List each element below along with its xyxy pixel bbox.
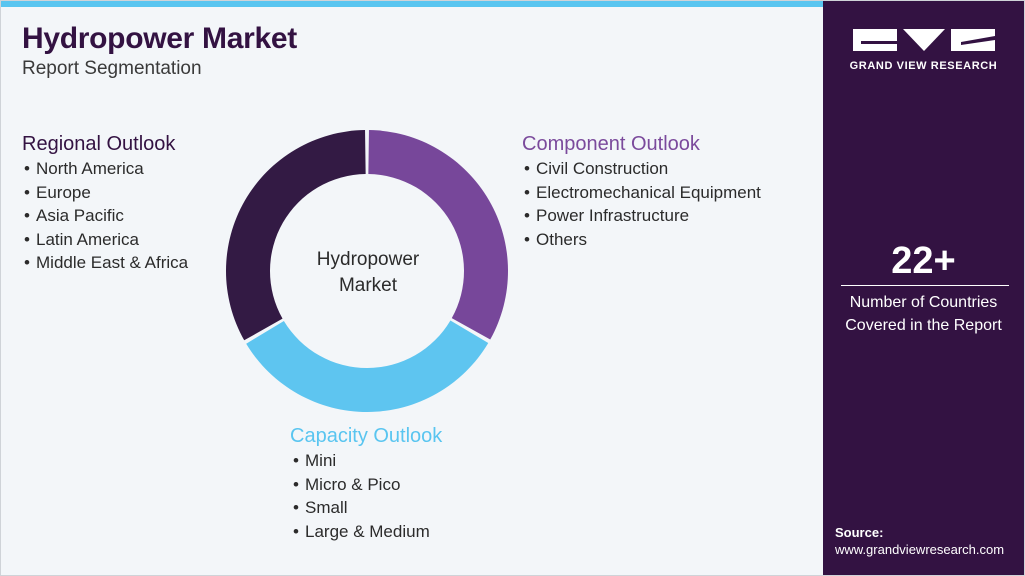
donut-center-line2: Market <box>338 275 398 296</box>
bullet-icon: • <box>24 253 30 273</box>
list-item: • Latin America <box>24 228 188 252</box>
bullet-icon: • <box>524 206 530 226</box>
accent-bar <box>1 1 823 7</box>
list-item: • Europe <box>24 181 188 205</box>
bullet-icon: • <box>24 159 30 178</box>
bullet-icon: • <box>293 498 299 518</box>
regional-outlook-heading: Regional Outlook <box>22 133 176 155</box>
regional-outlook-list: • North America • Europe • Asia Pacific • La… <box>24 157 188 275</box>
list-item-label: Europe <box>36 182 91 202</box>
bullet-icon: • <box>24 182 30 202</box>
list-item: • Others <box>524 228 761 252</box>
countries-label: Number of Countries Covered in the Repor… <box>823 291 1024 337</box>
capacity-outlook-list: • Mini • Micro & Pico • Small • Large & Medi… <box>293 449 430 543</box>
bullet-icon: • <box>293 521 299 541</box>
bullet-icon: • <box>293 474 299 494</box>
page-title: Hydropower Market <box>22 22 297 55</box>
list-item: • Civil Construction <box>524 157 761 181</box>
list-item-label: Latin America <box>36 229 139 249</box>
bullet-icon: • <box>524 159 530 178</box>
list-item-label: Electromechanical Equipment <box>536 182 761 202</box>
list-item-label: Large & Medium <box>305 521 430 541</box>
donut-segment-regional <box>226 130 366 341</box>
list-item-label: Others <box>536 229 588 249</box>
countries-count: 22+ <box>891 240 956 282</box>
list-item: • Large & Medium <box>293 520 430 544</box>
stat-divider <box>841 285 1009 286</box>
donut-center-label: Hydropower Market <box>298 247 438 299</box>
brand-name: GRAND VIEW RESEARCH <box>849 60 998 72</box>
donut-segment-component <box>368 130 508 340</box>
list-item-label: Small <box>305 498 348 518</box>
source-label: Source: <box>835 525 884 540</box>
bullet-icon: • <box>524 229 530 249</box>
list-item-label: Power Infrastructure <box>536 206 690 226</box>
segmentation-donut <box>226 130 508 412</box>
list-item: • Electromechanical Equipment <box>524 181 761 205</box>
page-subtitle: Report Segmentation <box>22 58 202 79</box>
list-item: • Asia Pacific <box>24 204 188 228</box>
list-item: • Power Infrastructure <box>524 204 761 228</box>
list-item-label: Civil Construction <box>536 159 669 178</box>
bullet-icon: • <box>24 229 30 249</box>
donut-center-line1: Hydropower <box>316 249 420 270</box>
list-item-label: Micro & Pico <box>305 474 401 494</box>
list-item-label: Asia Pacific <box>36 206 124 226</box>
component-outlook-list: • Civil Construction • Electromechanical E… <box>524 157 761 251</box>
list-item: • Mini <box>293 449 430 473</box>
list-item: • Micro & Pico <box>293 473 430 497</box>
bullet-icon: • <box>524 182 530 202</box>
bullet-icon: • <box>24 206 30 226</box>
list-item: • North America <box>24 157 188 181</box>
source-url[interactable]: www.grandviewresearch.com <box>835 542 1005 557</box>
content-panel <box>1 1 823 575</box>
list-item: • Middle East & Africa <box>24 251 188 275</box>
gvr-logo-icon <box>853 29 995 51</box>
donut-segment-capacity <box>246 320 489 412</box>
list-item-label: Middle East & Africa <box>36 253 189 273</box>
list-item-label: Mini <box>305 451 337 470</box>
capacity-outlook-heading: Capacity Outlook <box>290 425 443 447</box>
component-outlook-heading: Component Outlook <box>522 133 700 155</box>
list-item: • Small <box>293 496 430 520</box>
brand-panel <box>823 1 1024 575</box>
countries-label-line1: Number of Countries <box>849 294 998 311</box>
list-item-label: North America <box>36 159 144 178</box>
countries-label-line2: Covered in the Report <box>845 317 1002 334</box>
bullet-icon: • <box>293 451 299 470</box>
